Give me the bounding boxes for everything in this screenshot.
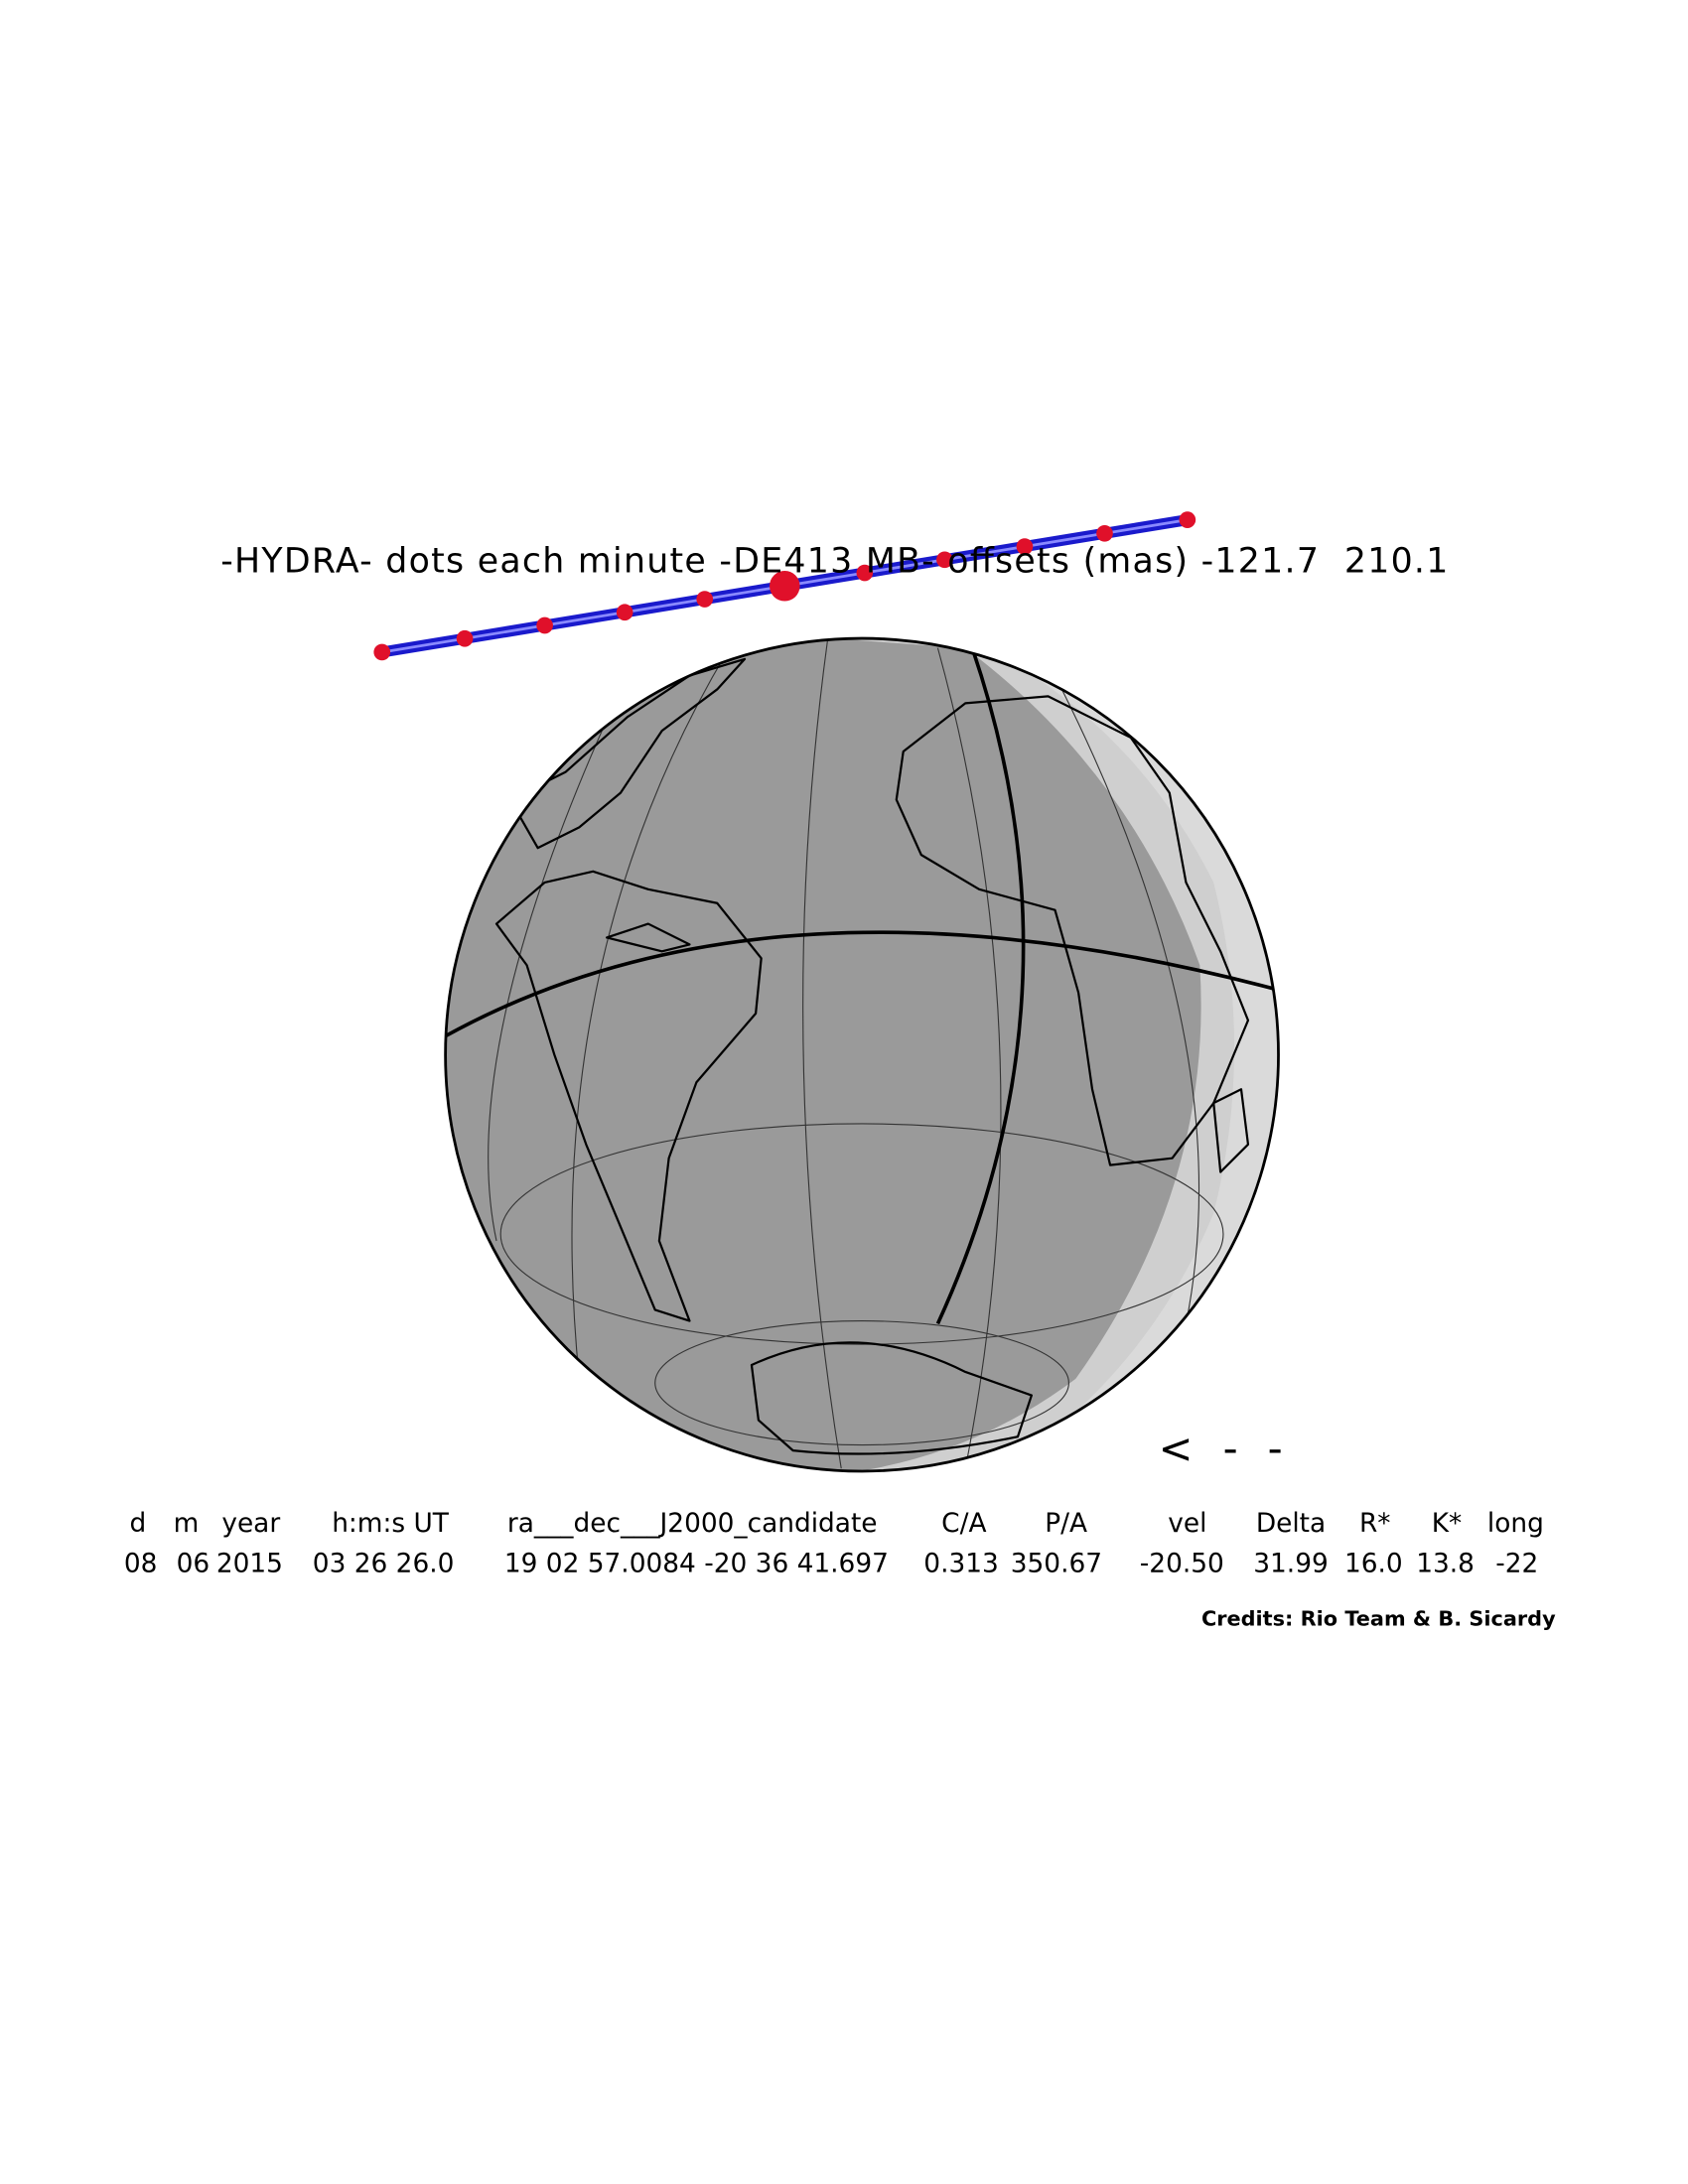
column-value: 08 <box>124 1549 158 1578</box>
column-header: P/A <box>1045 1509 1087 1539</box>
column-value: 31.99 <box>1253 1549 1329 1578</box>
minute-dot <box>1096 524 1113 542</box>
day-zone <box>827 638 1279 1471</box>
minute-dot <box>373 643 391 661</box>
equator <box>445 930 1279 1039</box>
column-value: -22 <box>1495 1549 1538 1578</box>
twilight-zone <box>772 638 1279 1471</box>
minute-dot <box>1016 538 1034 555</box>
column-header: year <box>221 1509 280 1539</box>
scene: -HYDRA- dots each minute -DE413 MB- offs… <box>124 511 1556 1631</box>
shadow-centerline <box>935 647 1026 1325</box>
column-header: vel <box>1168 1509 1206 1539</box>
column-value: 350.67 <box>1011 1549 1102 1578</box>
globe-clipped <box>445 638 1279 1471</box>
column-value: 2015 <box>216 1549 283 1578</box>
column-header: K* <box>1432 1509 1462 1539</box>
column-header: ra___dec___J2000_candidate <box>507 1509 878 1539</box>
minute-dot <box>616 604 633 621</box>
column-value: 06 <box>177 1549 211 1578</box>
minute-dot <box>1179 511 1196 528</box>
column-value: -20.50 <box>1140 1549 1224 1578</box>
globe-night <box>445 638 1279 1471</box>
column-value: 13.8 <box>1416 1549 1475 1578</box>
minute-dot <box>936 551 953 569</box>
column-value: 16.0 <box>1344 1549 1403 1578</box>
minute-dots <box>373 511 1196 661</box>
globe <box>444 636 1280 1473</box>
column-header: Delta <box>1256 1509 1326 1539</box>
central-instant-dot <box>770 571 800 602</box>
column-header: long <box>1487 1509 1544 1539</box>
minute-dot <box>536 616 553 634</box>
minute-dot <box>456 629 474 647</box>
column-header: R* <box>1359 1509 1391 1539</box>
coastlines <box>494 657 1250 1455</box>
occultation-path <box>373 511 1196 661</box>
minute-dot <box>696 591 714 608</box>
credits: Credits: Rio Team & B. Sicardy <box>1201 1607 1556 1631</box>
column-header: h:m:s UT <box>332 1509 450 1539</box>
column-header: m <box>174 1509 200 1539</box>
column-value: 19 02 57.0084 -20 36 41.697 <box>504 1549 889 1578</box>
column-header: d <box>130 1509 147 1539</box>
column-value: 03 26 26.0 <box>313 1549 455 1578</box>
column-header: C/A <box>941 1509 986 1539</box>
globe-limb <box>444 636 1280 1473</box>
parameter-table: d m year h:m:s UT ra___dec___J2000_candidate… <box>124 1509 1544 1578</box>
title: -HYDRA- dots each minute -DE413 MB- offs… <box>220 541 1448 581</box>
minute-dot <box>856 564 874 582</box>
column-value: 0.313 <box>923 1549 999 1578</box>
